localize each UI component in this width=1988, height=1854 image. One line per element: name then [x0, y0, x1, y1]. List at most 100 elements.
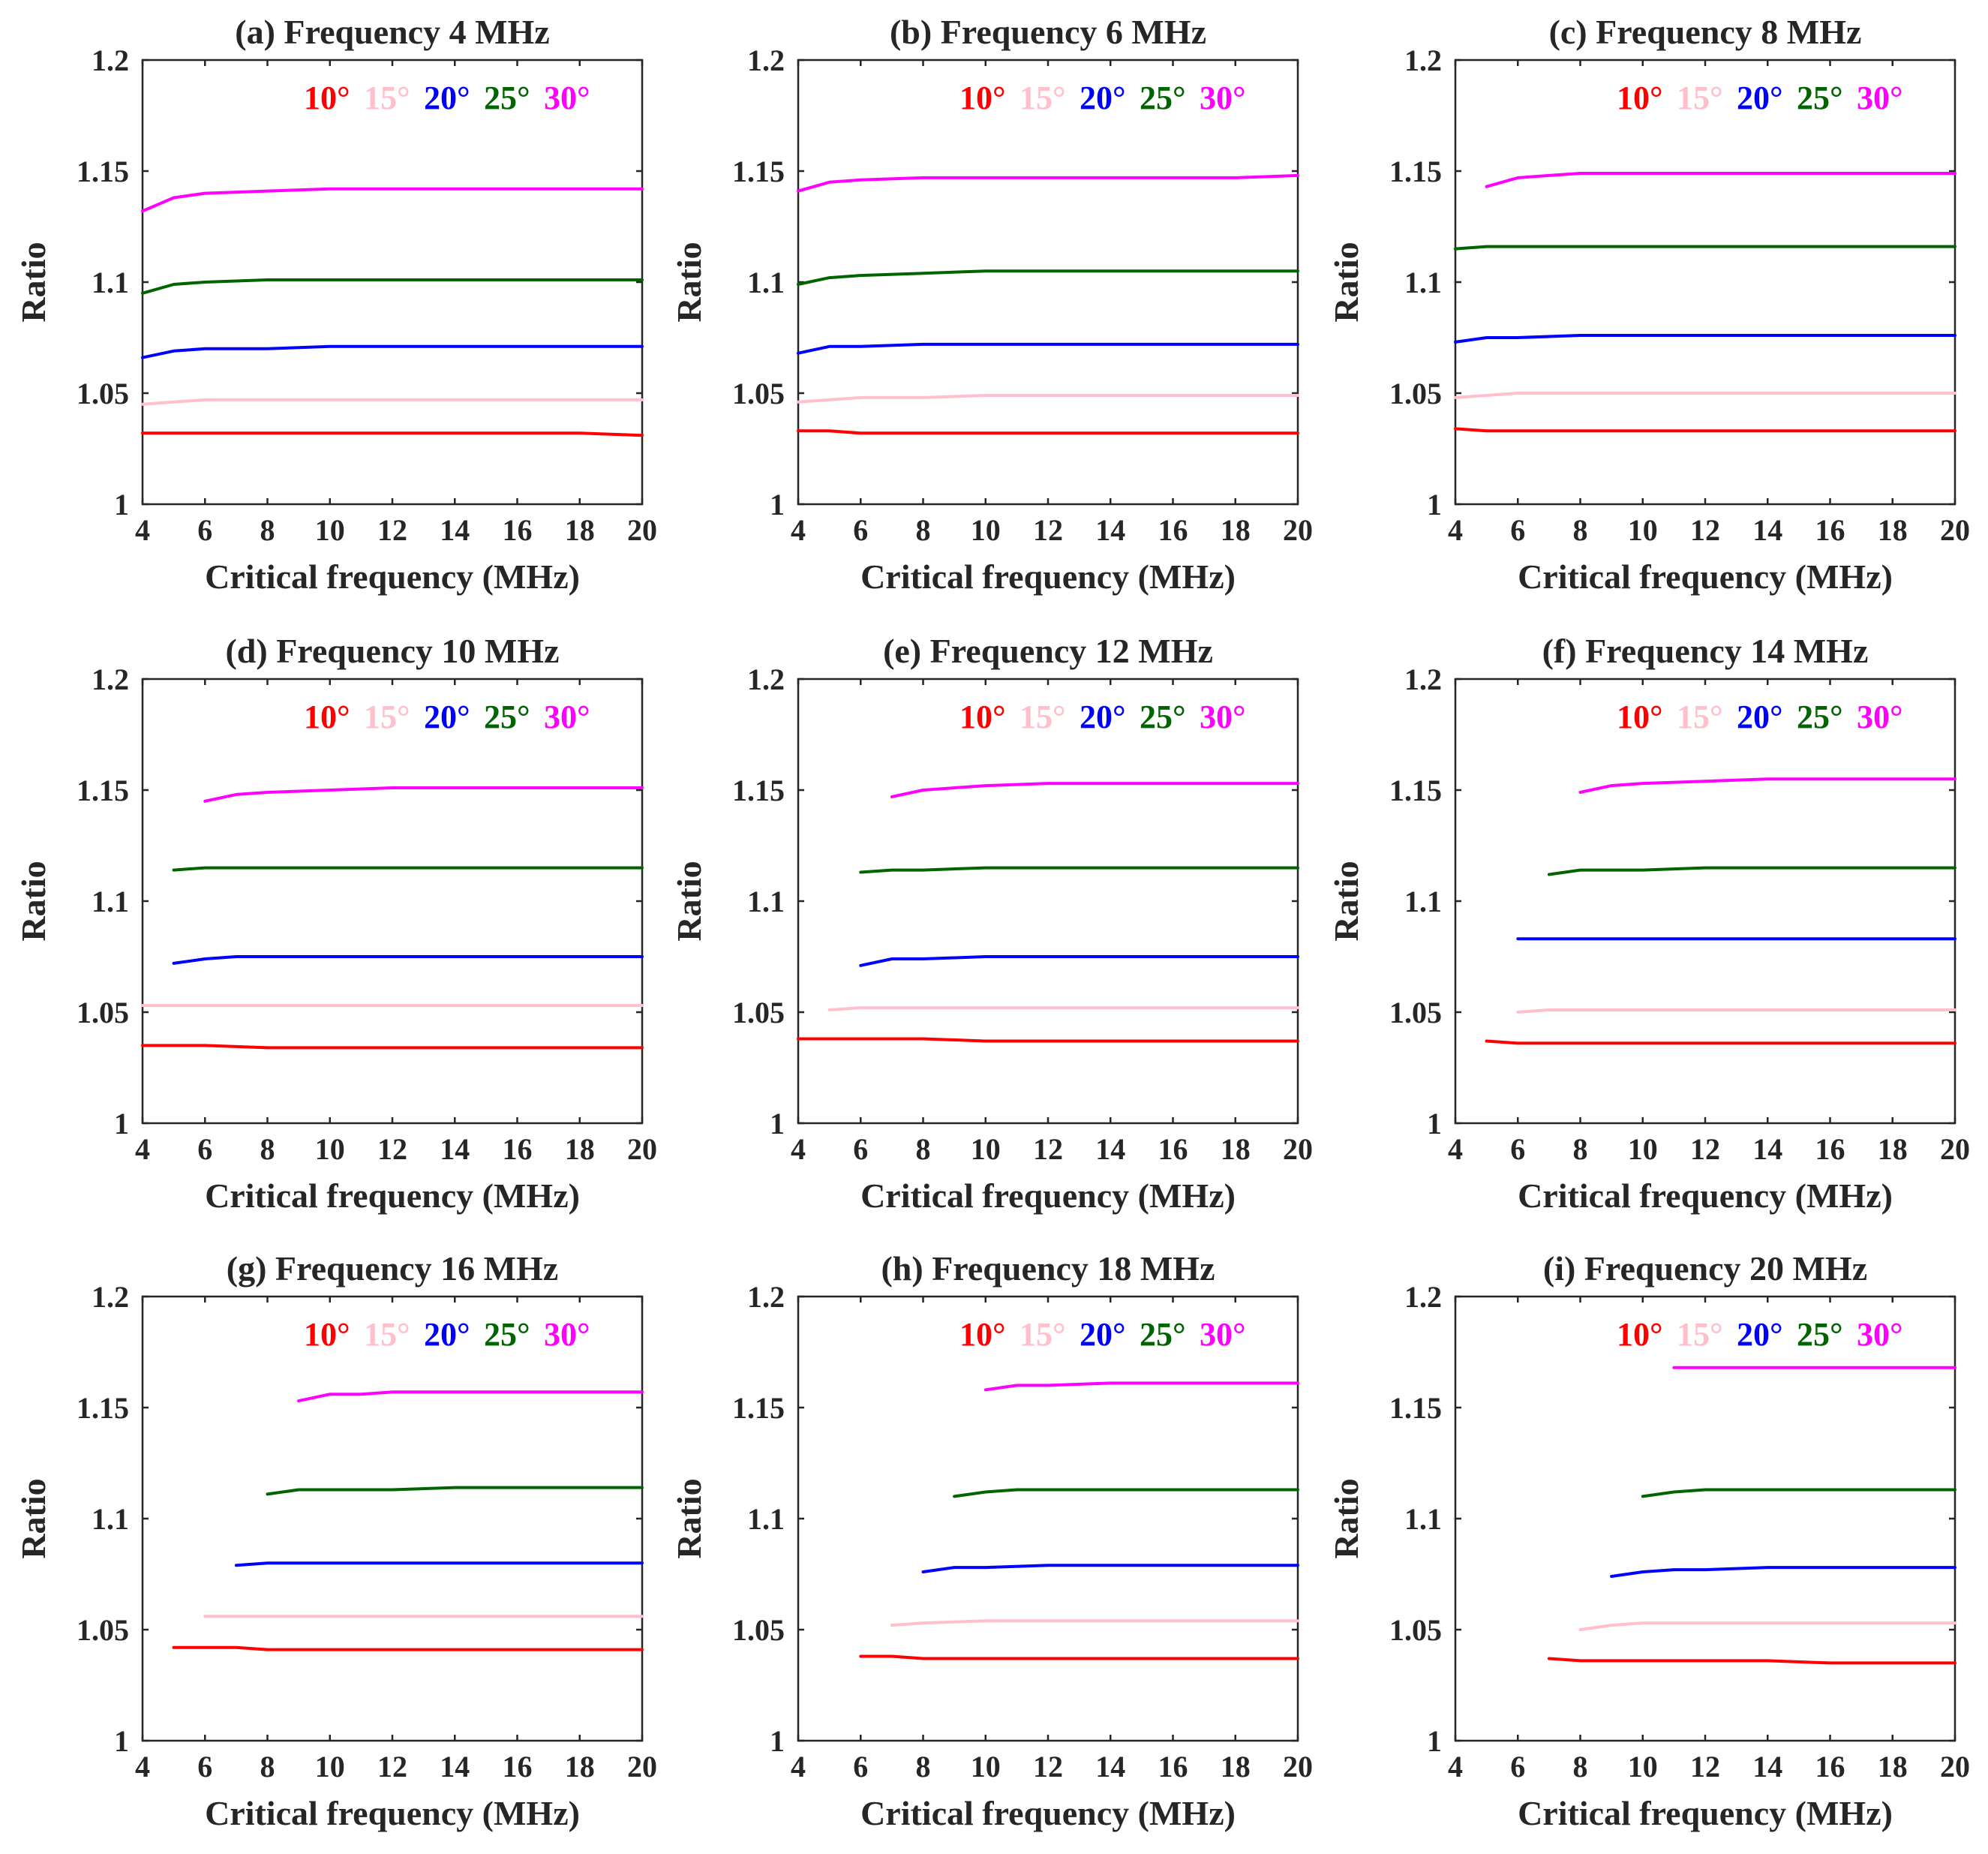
x-tick-label: 14	[1752, 1132, 1782, 1166]
x-tick-label: 18	[1221, 1132, 1251, 1166]
x-tick-label: 6	[197, 1132, 212, 1166]
x-tick-label: 12	[1690, 513, 1720, 547]
x-axis-label: Critical frequency (MHz)	[1518, 557, 1893, 596]
series-line-15deg	[890, 1619, 1299, 1627]
x-tick-label: 20	[627, 513, 657, 547]
legend-entry-25deg: 25°	[484, 699, 530, 735]
x-tick-label: 8	[916, 1132, 931, 1166]
x-tick-label: 6	[853, 513, 868, 547]
x-axis-label: Critical frequency (MHz)	[205, 1176, 580, 1215]
x-axis-label: Critical frequency (MHz)	[1518, 1176, 1893, 1215]
legend-entry-20deg: 20°	[1737, 699, 1783, 735]
legend-entry-15deg: 15°	[364, 699, 410, 735]
x-axis-label: Critical frequency (MHz)	[860, 1794, 1236, 1832]
series-line-15deg	[141, 398, 644, 406]
y-axis-label: Ratio	[1327, 861, 1365, 941]
x-tick-label: 10	[315, 513, 345, 547]
x-axis-label: Critical frequency (MHz)	[205, 1794, 580, 1832]
x-tick-label: 16	[1158, 513, 1188, 547]
legend-entry-10deg: 10°	[1617, 80, 1663, 116]
x-axis-label: Critical frequency (MHz)	[205, 557, 580, 596]
subplot-i: (i) Frequency 20 MHz 4 6 8 10 12 14 16 18 20 1 1.05…	[1327, 1249, 1970, 1832]
y-axis-label: Ratio	[670, 242, 708, 322]
y-axis-label: Ratio	[1327, 1478, 1365, 1558]
legend-entry-30deg: 30°	[1857, 1316, 1903, 1353]
series-line-25deg	[1547, 866, 1956, 876]
x-tick-label: 8	[1573, 1750, 1588, 1783]
series-line-30deg	[141, 187, 644, 213]
x-tick-label: 4	[791, 1132, 806, 1166]
y-tick-label: 1	[770, 488, 785, 521]
legend-entry-15deg: 15°	[1677, 1316, 1723, 1353]
axes-frame	[797, 678, 1299, 1125]
y-tick-label: 1.05	[732, 996, 785, 1029]
series-line-25deg	[859, 866, 1299, 874]
y-tick-label: 1.1	[92, 266, 129, 299]
x-tick-label: 16	[1815, 513, 1845, 547]
x-tick-label: 14	[1752, 1750, 1782, 1783]
legend-entry-30deg: 30°	[544, 699, 590, 735]
x-tick-label: 10	[971, 1750, 1001, 1783]
y-tick-label: 1.2	[1404, 1280, 1442, 1314]
x-tick-label: 4	[135, 1132, 150, 1166]
x-tick-label: 10	[971, 1132, 1001, 1166]
x-tick-label: 8	[1573, 513, 1588, 547]
x-tick-label: 18	[565, 1750, 595, 1783]
x-tick-label: 20	[1940, 1750, 1970, 1783]
legend-entry-30deg: 30°	[1200, 80, 1246, 116]
y-tick-label: 1.2	[747, 663, 785, 696]
x-tick-label: 6	[1510, 1132, 1525, 1166]
x-tick-label: 18	[1221, 513, 1251, 547]
legend-entry-15deg: 15°	[1677, 699, 1723, 735]
legend-entry-10deg: 10°	[959, 80, 1006, 116]
y-tick-label: 1.2	[92, 663, 129, 696]
x-tick-label: 10	[971, 513, 1001, 547]
y-tick-label: 1	[114, 1724, 129, 1758]
y-tick-label: 1.1	[1404, 1502, 1442, 1536]
series-line-30deg	[983, 1381, 1299, 1392]
y-tick-label: 1.05	[1389, 996, 1442, 1029]
x-tick-label: 16	[1158, 1132, 1188, 1166]
series-line-20deg	[921, 1564, 1299, 1573]
x-tick-label: 12	[1690, 1750, 1720, 1783]
y-axis-label: Ratio	[14, 242, 53, 322]
subplot-title: (i) Frequency 20 MHz	[1543, 1249, 1867, 1288]
subplot-a: (a) Frequency 4 MHz 4 6 8 10 12 14 16 18 20 1 1.05 1…	[14, 13, 657, 596]
x-tick-label: 14	[1095, 1750, 1125, 1783]
axes-frame	[1454, 59, 1956, 506]
x-axis-label: Critical frequency (MHz)	[860, 557, 1236, 596]
x-tick-label: 12	[1033, 1132, 1063, 1166]
x-axis-label: Critical frequency (MHz)	[860, 1176, 1236, 1215]
y-tick-label: 1.15	[1389, 155, 1442, 188]
series-line-10deg	[1485, 1039, 1956, 1045]
series-line-10deg	[1454, 427, 1956, 433]
series-line-25deg	[797, 269, 1299, 286]
x-tick-label: 18	[1878, 1750, 1908, 1783]
y-tick-label: 1.1	[747, 885, 785, 918]
axes-frame	[797, 1295, 1299, 1742]
subplot-title: (h) Frequency 18 MHz	[881, 1249, 1215, 1288]
legend-entry-15deg: 15°	[1020, 80, 1066, 116]
legend-entry-25deg: 25°	[1797, 1316, 1843, 1353]
y-tick-label: 1	[1427, 1724, 1442, 1758]
y-tick-label: 1.15	[77, 1391, 129, 1425]
series-line-25deg	[953, 1488, 1299, 1498]
y-tick-label: 1.1	[1404, 885, 1442, 918]
subplot-f: (f) Frequency 14 MHz 4 6 8 10 12 14 16 18 20 1 1.05…	[1327, 632, 1970, 1215]
x-tick-label: 10	[1628, 1750, 1658, 1783]
series-line-20deg	[1454, 334, 1956, 344]
x-tick-label: 4	[1448, 1750, 1463, 1783]
axes-frame	[1454, 1295, 1956, 1742]
x-tick-label: 8	[260, 1132, 275, 1166]
y-tick-label: 1.2	[1404, 663, 1442, 696]
legend-entry-20deg: 20°	[424, 1316, 470, 1353]
axes-frame	[1454, 678, 1956, 1125]
series-line-10deg	[797, 1037, 1299, 1043]
y-tick-label: 1.05	[77, 1613, 129, 1647]
subplot-e: (e) Frequency 12 MHz 4 6 8 10 12 14 16 18 20 1 1.05…	[670, 632, 1313, 1215]
series-line-30deg	[1485, 172, 1956, 188]
y-tick-label: 1.05	[732, 377, 785, 410]
series-line-25deg	[1641, 1488, 1956, 1498]
y-tick-label: 1	[770, 1107, 785, 1140]
y-tick-label: 1.15	[77, 774, 129, 807]
